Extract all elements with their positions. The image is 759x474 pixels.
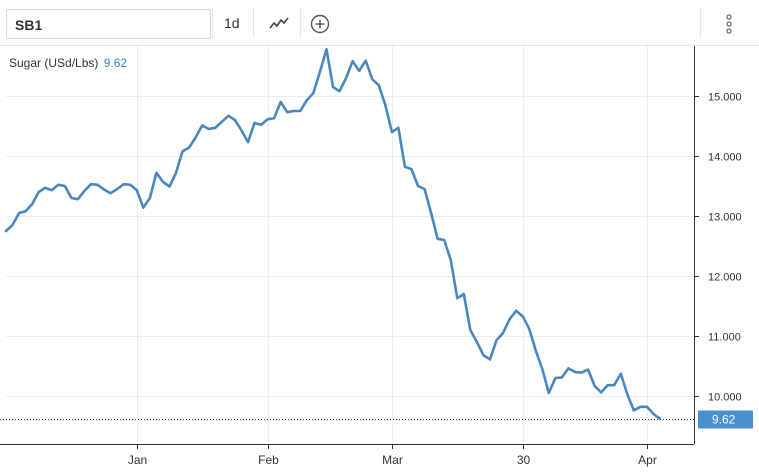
- y-tick-label: 10.000: [708, 392, 742, 404]
- chart-toolbar: SB1 1d: [0, 0, 759, 46]
- interval-button[interactable]: 1d: [224, 15, 240, 31]
- symbol-input[interactable]: SB1: [6, 9, 211, 39]
- toolbar-divider: [300, 8, 301, 38]
- chart-canvas[interactable]: 15.000 14.000 13.000 12.000 11.000 10.000 Jan F…: [0, 46, 759, 474]
- y-tick-label: 12.000: [708, 272, 742, 284]
- y-tick-label: 14.000: [708, 152, 742, 164]
- x-tick-label: Jan: [128, 453, 147, 467]
- toolbar-divider: [253, 8, 254, 38]
- x-tick-label: Mar: [382, 453, 403, 467]
- y-tick-label: 11.000: [708, 332, 741, 344]
- x-tick-label: Apr: [638, 453, 657, 467]
- add-compare-icon[interactable]: [308, 12, 332, 36]
- x-tick-label: 30: [517, 453, 531, 467]
- legend-label: Sugar (USd/Lbs): [9, 56, 99, 70]
- y-tick-label: 15.000: [708, 92, 742, 104]
- line-chart-icon[interactable]: [267, 12, 291, 36]
- price-series-line: [4, 47, 662, 421]
- chart-legend: Sugar (USd/Lbs) 9.62: [9, 56, 127, 70]
- toolbar-divider: [212, 8, 213, 38]
- y-tick-label: 13.000: [708, 212, 742, 224]
- last-price-label: 9.62: [712, 413, 736, 427]
- price-chart[interactable]: 15.000 14.000 13.000 12.000 11.000 10.000 Jan F…: [0, 46, 759, 474]
- x-tick-label: Feb: [258, 453, 279, 467]
- last-price-tag: [698, 410, 753, 429]
- toolbar-divider: [700, 8, 701, 38]
- more-vert-icon[interactable]: [717, 12, 741, 36]
- legend-value: 9.62: [103, 56, 128, 70]
